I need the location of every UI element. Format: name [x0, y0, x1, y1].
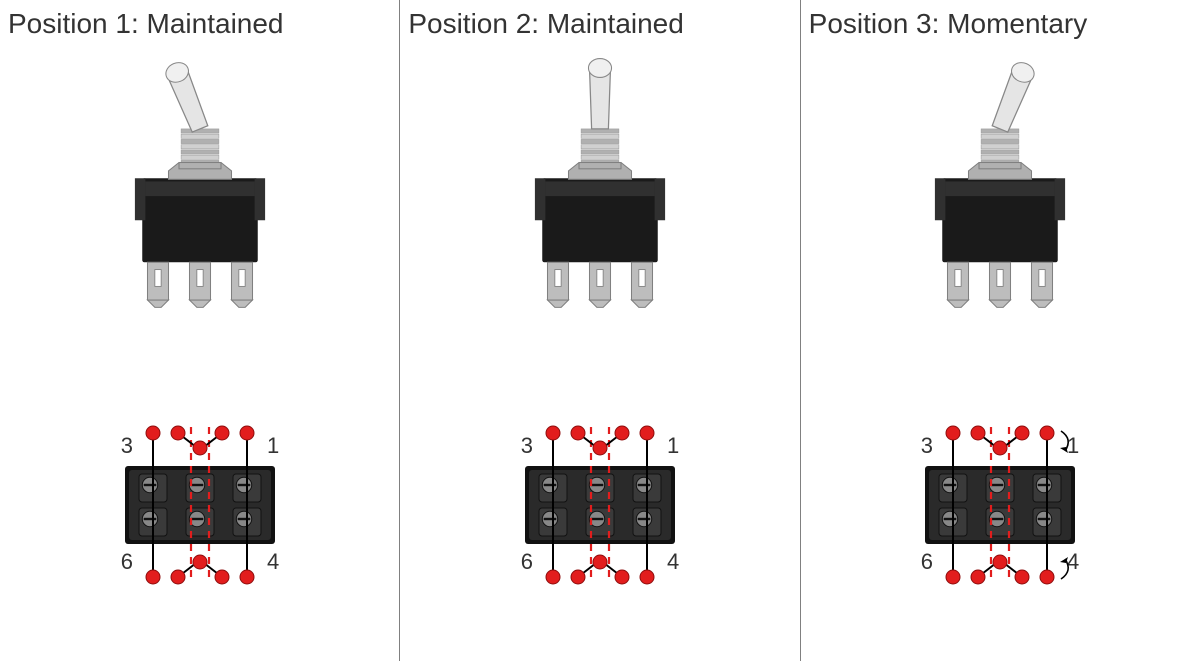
position-panel: Position 2: Maintained 3 1 6 4 [400, 0, 800, 661]
svg-text:3: 3 [921, 433, 933, 458]
toggle-switch-illustration [406, 46, 793, 351]
position-panel: Position 3: Momentary 3 1 6 4 [801, 0, 1200, 661]
position-panel: Position 1: Maintained 3 1 6 4 [0, 0, 400, 661]
svg-text:6: 6 [921, 549, 933, 574]
svg-text:3: 3 [120, 433, 132, 458]
panel-title: Position 3: Momentary [809, 8, 1088, 40]
panel-title: Position 2: Maintained [408, 8, 684, 40]
toggle-switch-illustration [6, 46, 393, 351]
toggle-switch-illustration [807, 46, 1194, 351]
svg-text:6: 6 [120, 549, 132, 574]
svg-text:1: 1 [1067, 433, 1079, 458]
terminal-diagram: 3 1 6 4 [6, 351, 393, 651]
terminal-diagram: 3 1 6 4 [406, 351, 793, 651]
svg-text:4: 4 [267, 549, 279, 574]
panel-title: Position 1: Maintained [8, 8, 284, 40]
svg-text:4: 4 [1067, 549, 1079, 574]
svg-text:6: 6 [521, 549, 533, 574]
svg-text:3: 3 [521, 433, 533, 458]
svg-text:1: 1 [667, 433, 679, 458]
svg-text:4: 4 [667, 549, 679, 574]
terminal-diagram: 3 1 6 4 [807, 351, 1194, 651]
svg-text:1: 1 [267, 433, 279, 458]
